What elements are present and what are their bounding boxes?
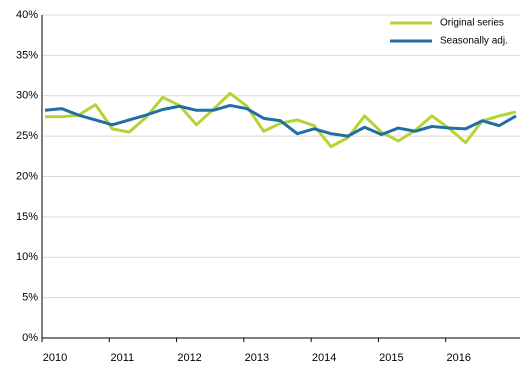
- y-tick-label: 35%: [16, 49, 38, 61]
- y-tick-label: 30%: [16, 90, 38, 102]
- y-tick-label: 25%: [16, 130, 38, 142]
- y-tick-label: 20%: [16, 170, 38, 182]
- x-tick-label: 2015: [379, 352, 403, 364]
- legend-label: Seasonally adj.: [440, 36, 508, 47]
- x-tick-label: 2014: [312, 352, 336, 364]
- x-tick-label: 2011: [110, 352, 134, 364]
- x-tick-label: 2010: [43, 352, 67, 364]
- x-tick-label: 2016: [446, 352, 470, 364]
- x-tick-label: 2012: [177, 352, 201, 364]
- y-tick-label: 10%: [16, 251, 38, 263]
- y-tick-label: 0%: [22, 332, 38, 344]
- x-tick-label: 2013: [245, 352, 269, 364]
- y-tick-label: 40%: [16, 9, 38, 21]
- y-tick-label: 5%: [22, 292, 38, 304]
- line-series: [45, 91, 517, 149]
- legend-label: Original series: [440, 18, 504, 29]
- line-series: [44, 103, 517, 138]
- y-tick-label: 15%: [16, 211, 38, 223]
